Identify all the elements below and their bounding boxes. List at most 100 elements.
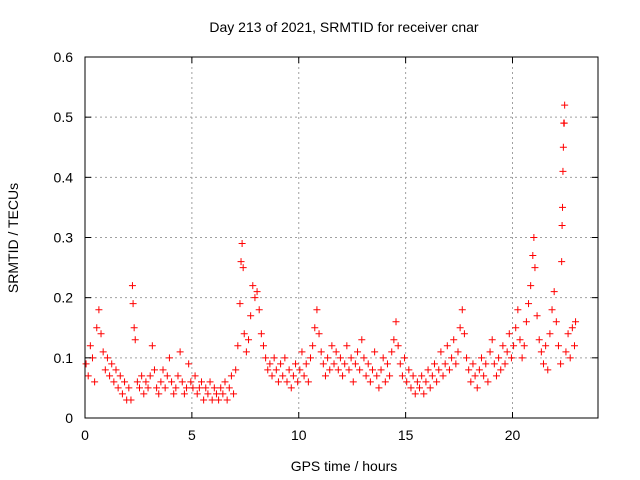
data-point bbox=[210, 384, 218, 392]
data-point bbox=[488, 336, 496, 344]
data-point bbox=[368, 366, 376, 374]
data-point bbox=[503, 348, 511, 356]
data-point bbox=[554, 342, 562, 350]
data-point bbox=[270, 354, 278, 362]
data-point bbox=[349, 378, 357, 386]
data-point bbox=[300, 372, 308, 380]
data-point bbox=[518, 354, 526, 362]
data-point bbox=[311, 324, 319, 332]
data-point bbox=[413, 378, 421, 386]
x-tick-label: 0 bbox=[81, 427, 89, 443]
data-point bbox=[566, 354, 574, 362]
data-point bbox=[529, 252, 537, 260]
data-point bbox=[422, 378, 430, 386]
data-point bbox=[206, 378, 214, 386]
data-point bbox=[486, 348, 494, 356]
data-point bbox=[307, 354, 315, 362]
data-point bbox=[396, 360, 404, 368]
data-point bbox=[507, 354, 515, 362]
data-point bbox=[133, 378, 141, 386]
data-point bbox=[114, 384, 122, 392]
data-point bbox=[390, 336, 398, 344]
data-point bbox=[101, 366, 109, 374]
data-point bbox=[411, 390, 419, 398]
data-point bbox=[227, 372, 235, 380]
data-point bbox=[394, 342, 402, 350]
x-tick-label: 15 bbox=[398, 427, 414, 443]
data-point bbox=[570, 342, 578, 350]
data-point bbox=[465, 366, 473, 374]
data-point bbox=[289, 372, 297, 380]
data-point bbox=[450, 336, 458, 344]
data-point bbox=[381, 378, 389, 386]
data-point bbox=[185, 360, 193, 368]
data-point bbox=[128, 282, 136, 290]
data-point bbox=[118, 390, 126, 398]
data-point bbox=[330, 360, 338, 368]
data-point bbox=[279, 372, 287, 380]
data-point bbox=[86, 342, 94, 350]
data-point bbox=[110, 378, 118, 386]
data-point bbox=[298, 348, 306, 356]
data-point bbox=[249, 282, 257, 290]
data-point bbox=[172, 384, 180, 392]
data-point bbox=[478, 354, 486, 362]
data-point bbox=[371, 348, 379, 356]
data-point bbox=[490, 360, 498, 368]
data-point bbox=[187, 378, 195, 386]
data-point bbox=[439, 372, 447, 380]
data-point bbox=[144, 384, 152, 392]
data-point bbox=[150, 366, 158, 374]
data-point bbox=[533, 312, 541, 320]
data-point bbox=[558, 221, 566, 229]
data-point bbox=[202, 384, 210, 392]
data-point bbox=[142, 378, 150, 386]
data-point bbox=[200, 396, 208, 404]
data-point bbox=[148, 342, 156, 350]
data-point bbox=[403, 378, 411, 386]
data-point bbox=[332, 348, 340, 356]
data-point bbox=[343, 342, 351, 350]
data-point bbox=[386, 372, 394, 380]
data-point bbox=[106, 372, 114, 380]
data-point bbox=[542, 342, 550, 350]
data-point bbox=[484, 378, 492, 386]
data-point bbox=[426, 384, 434, 392]
data-point bbox=[219, 390, 227, 398]
data-point bbox=[197, 378, 205, 386]
data-point bbox=[341, 360, 349, 368]
data-point bbox=[473, 384, 481, 392]
data-point bbox=[516, 336, 524, 344]
data-point bbox=[398, 372, 406, 380]
data-point bbox=[326, 366, 334, 374]
data-point bbox=[189, 384, 197, 392]
data-point bbox=[564, 330, 572, 338]
data-point bbox=[140, 390, 148, 398]
data-point bbox=[108, 360, 116, 368]
y-axis-label: SRMTID / TECUs bbox=[5, 183, 21, 293]
data-point bbox=[237, 258, 245, 266]
x-tick-label: 10 bbox=[291, 427, 307, 443]
data-point bbox=[255, 306, 263, 314]
data-point bbox=[552, 318, 560, 326]
data-point bbox=[161, 384, 169, 392]
y-tick-label: 0.5 bbox=[54, 109, 74, 125]
data-point bbox=[336, 354, 344, 362]
x-axis-label: GPS time / hours bbox=[291, 458, 398, 474]
data-point bbox=[530, 234, 538, 241]
data-point bbox=[347, 354, 355, 362]
data-point bbox=[328, 342, 336, 350]
data-point bbox=[230, 390, 238, 398]
data-point bbox=[559, 143, 567, 151]
data-point bbox=[527, 282, 535, 290]
data-point bbox=[499, 342, 507, 350]
data-point bbox=[242, 348, 250, 356]
data-point bbox=[264, 366, 272, 374]
data-point bbox=[445, 366, 453, 374]
data-point bbox=[204, 390, 212, 398]
data-point bbox=[405, 366, 413, 374]
data-point bbox=[319, 360, 327, 368]
data-point bbox=[366, 378, 374, 386]
data-point bbox=[559, 203, 567, 211]
x-axis-ticks: 0 5 10 15 20 bbox=[81, 57, 520, 443]
